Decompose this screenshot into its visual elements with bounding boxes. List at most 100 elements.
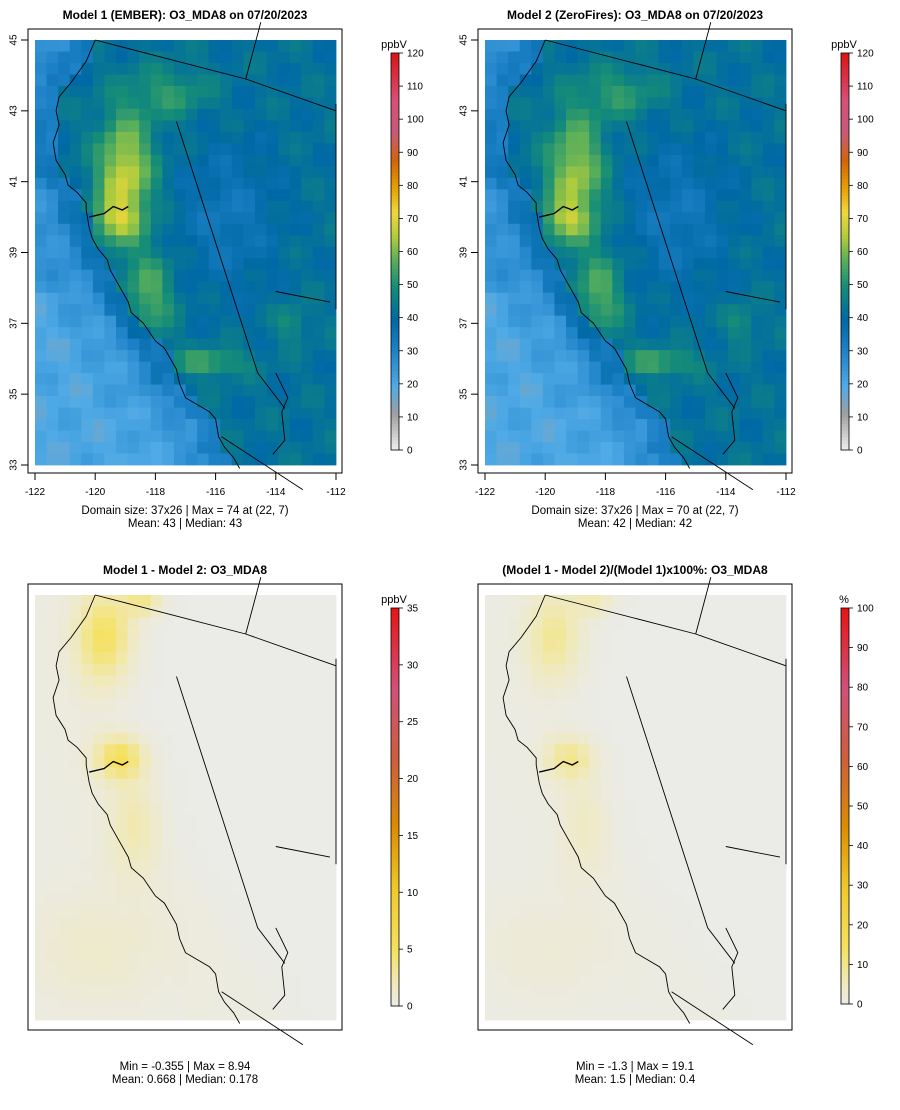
grid-cell xyxy=(704,939,717,952)
grid-cell xyxy=(577,361,590,374)
grid-cell xyxy=(612,85,625,98)
grid-cell xyxy=(173,813,186,826)
grid-cell xyxy=(301,189,314,202)
colorbar-segment xyxy=(391,787,399,791)
y-tick-label: 43 xyxy=(9,105,20,117)
grid-cell xyxy=(104,315,117,328)
grid-cell xyxy=(46,893,59,906)
grid-cell xyxy=(681,108,694,121)
grid-cell xyxy=(531,939,544,952)
grid-cell xyxy=(554,732,567,745)
grid-cell xyxy=(670,859,683,872)
grid-cell xyxy=(173,997,186,1009)
grid-cell xyxy=(208,767,221,780)
grid-cell xyxy=(46,269,59,282)
grid-cell xyxy=(173,350,186,363)
grid-cell xyxy=(600,847,613,860)
grid-cell xyxy=(635,189,648,202)
grid-cell xyxy=(301,327,314,340)
grid-cell xyxy=(139,396,152,408)
grid-cell xyxy=(185,154,198,167)
grid-cell xyxy=(681,985,694,998)
grid-cell xyxy=(519,442,532,454)
grid-cell xyxy=(554,928,567,940)
grid-cell xyxy=(658,997,671,1009)
grid-cell xyxy=(81,166,94,179)
grid-cell xyxy=(69,767,82,780)
colorbar-tick-label: 70 xyxy=(407,214,419,225)
grid-cell xyxy=(35,905,47,918)
grid-cell xyxy=(150,997,163,1009)
grid-cell xyxy=(127,905,140,918)
bay-outline xyxy=(89,205,129,218)
grid-cell xyxy=(728,755,741,768)
grid-cell xyxy=(243,292,256,305)
grid-cell xyxy=(716,859,729,872)
grid-cell xyxy=(46,246,59,259)
grid-cell xyxy=(278,143,291,156)
grid-cell xyxy=(220,939,233,952)
colorbar-segment xyxy=(391,311,399,315)
colorbar-segment xyxy=(391,687,399,692)
grid-cell xyxy=(670,143,683,156)
grid-cell xyxy=(647,361,660,374)
grid-cell xyxy=(127,177,140,190)
grid-cell xyxy=(127,85,140,98)
grid-cell xyxy=(173,893,186,906)
grid-cell xyxy=(612,836,625,849)
grid-cell xyxy=(278,744,291,757)
grid-cell xyxy=(243,246,256,259)
grid-cell xyxy=(635,629,648,642)
grid-cell xyxy=(185,836,198,849)
grid-cell xyxy=(185,721,198,734)
grid-cell xyxy=(774,755,787,768)
grid-cell xyxy=(46,778,59,791)
grid-cell xyxy=(589,859,602,872)
grid-cell xyxy=(704,235,717,248)
grid-cell xyxy=(208,847,221,860)
grid-cell xyxy=(751,419,764,431)
colorbar-segment xyxy=(391,750,399,755)
grid-cell xyxy=(519,373,532,385)
grid-cell xyxy=(254,617,267,630)
grid-cell xyxy=(670,166,683,179)
grid-cell xyxy=(670,396,683,408)
grid-cell xyxy=(612,778,625,791)
grid-cell xyxy=(220,442,233,454)
grid-cell xyxy=(647,801,660,814)
grid-cell xyxy=(670,384,683,397)
grid-cell xyxy=(139,801,152,814)
colorbar-segment xyxy=(841,168,849,173)
grid-cell xyxy=(324,384,337,397)
grid-cell xyxy=(35,246,47,259)
grid-cell xyxy=(266,223,279,236)
grid-cell xyxy=(301,51,314,64)
grid-cell xyxy=(220,847,233,860)
grid-cell xyxy=(485,51,497,64)
grid-cell xyxy=(69,258,82,271)
grid-cell xyxy=(508,652,521,665)
grid-cell xyxy=(69,315,82,328)
grid-cell xyxy=(46,315,59,328)
grid-cell xyxy=(681,166,694,179)
grid-cell xyxy=(266,663,279,676)
map-boundaries xyxy=(52,22,337,491)
grid-cell xyxy=(312,882,325,895)
colorbar-segment xyxy=(391,304,399,309)
grid-cell xyxy=(589,675,602,688)
grid-cell xyxy=(774,790,787,803)
grid-cell xyxy=(301,166,314,179)
grid-cell xyxy=(324,836,337,849)
grid-cell xyxy=(485,396,497,408)
grid-cell xyxy=(92,847,105,860)
grid-cell xyxy=(531,315,544,328)
grid-cell xyxy=(647,916,660,929)
grid-cell xyxy=(104,430,117,443)
colorbar-segment xyxy=(841,56,849,61)
colorbar-segment xyxy=(391,105,399,110)
colorbar-segment xyxy=(391,899,399,904)
grid-cell xyxy=(266,304,279,317)
grid-cell xyxy=(612,154,625,167)
grid-cell xyxy=(81,74,94,87)
colorbar-segment xyxy=(391,436,399,441)
